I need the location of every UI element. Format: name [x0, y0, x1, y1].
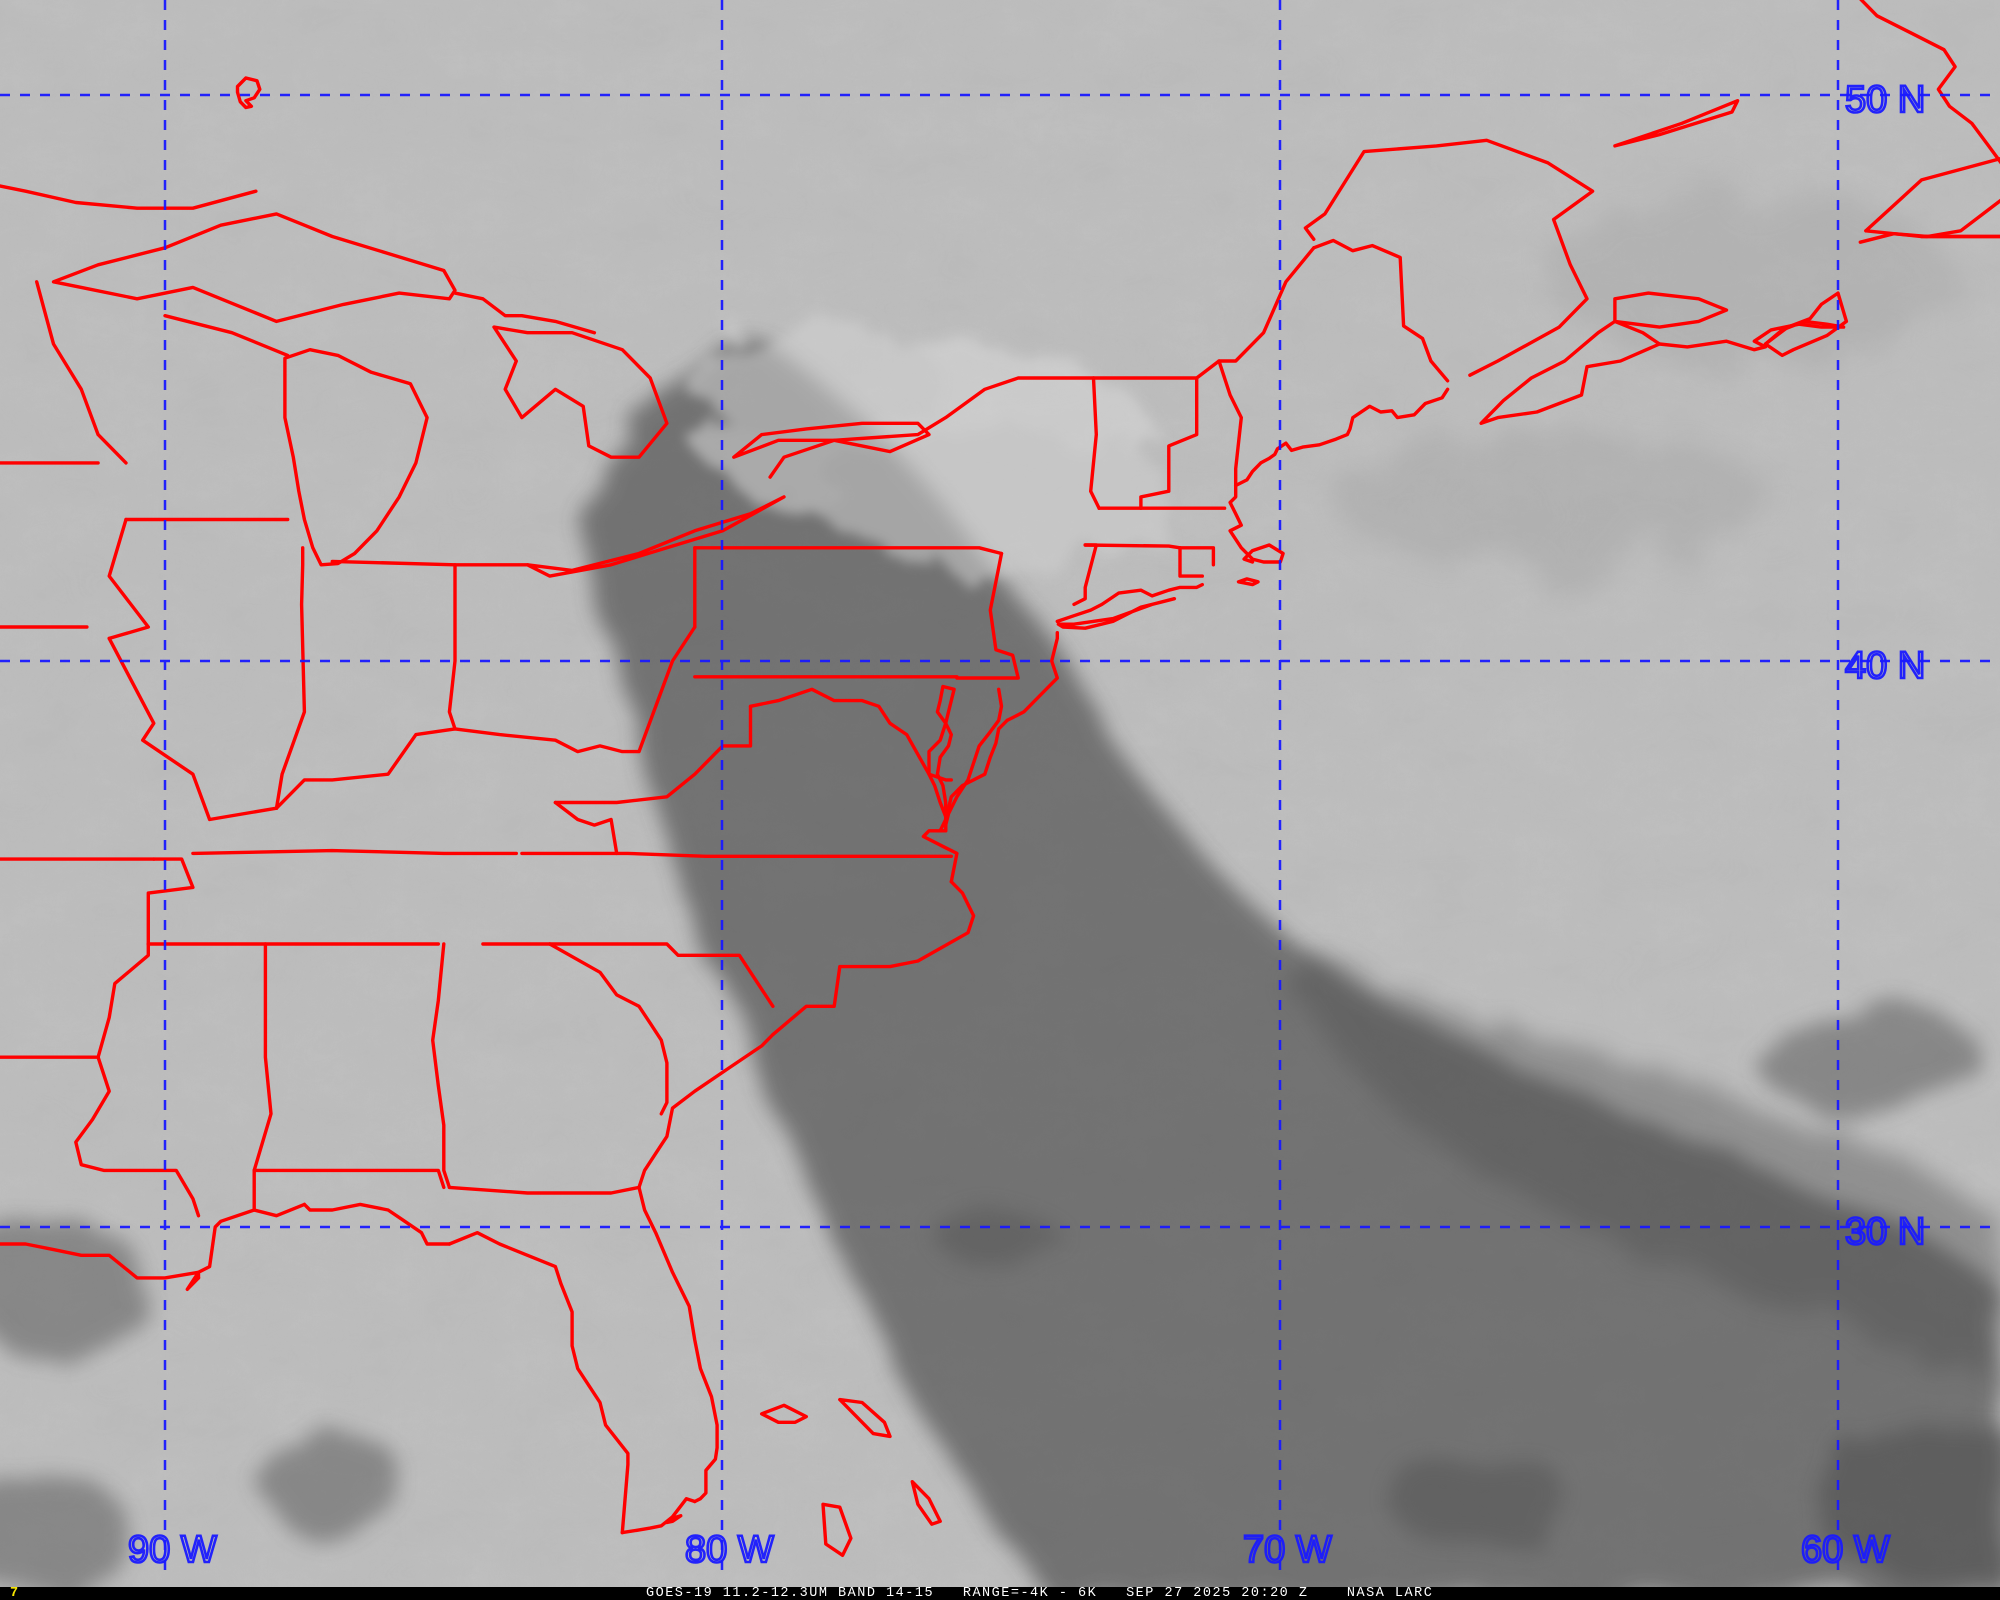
svg-text:50 N: 50 N — [1845, 79, 1925, 121]
svg-text:30 N: 30 N — [1845, 1211, 1925, 1253]
svg-text:60 W: 60 W — [1801, 1529, 1890, 1571]
svg-text:40 N: 40 N — [1845, 645, 1925, 687]
svg-text:70 W: 70 W — [1243, 1529, 1332, 1571]
svg-text:90 W: 90 W — [128, 1529, 217, 1571]
svg-text:80 W: 80 W — [685, 1529, 774, 1571]
